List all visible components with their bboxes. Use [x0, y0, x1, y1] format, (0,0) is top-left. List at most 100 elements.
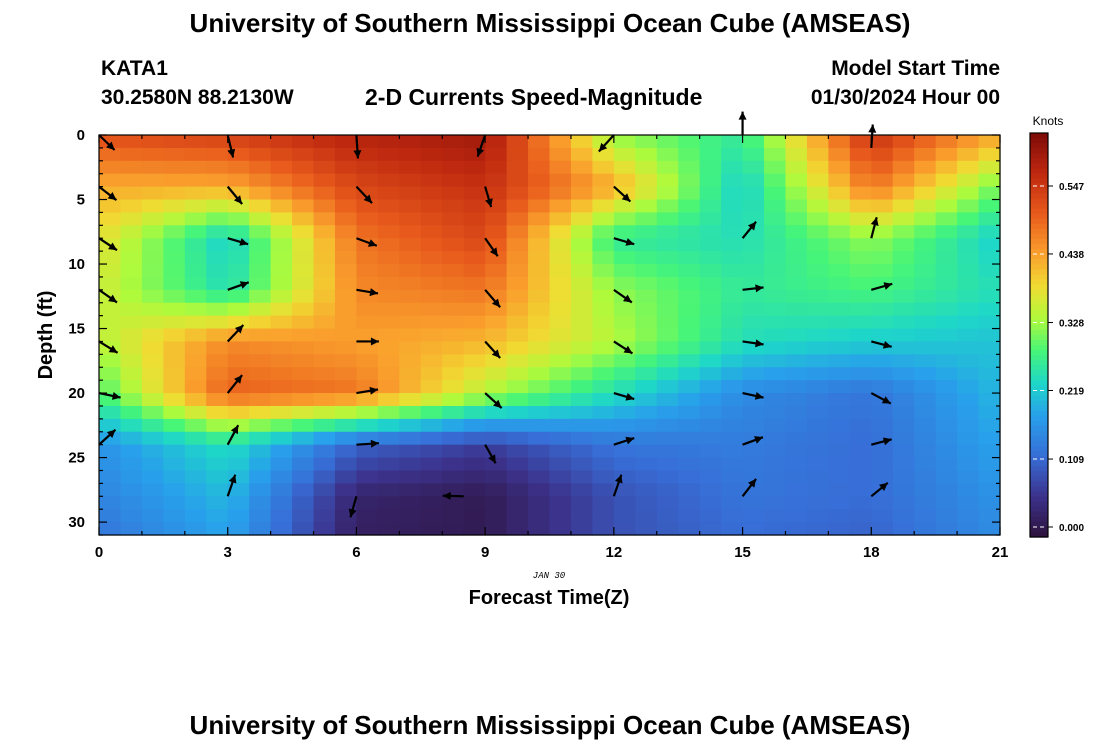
colorbar-cell	[1030, 193, 1048, 200]
heat-cell	[99, 509, 122, 523]
heat-cell	[528, 367, 551, 381]
heat-cell	[270, 457, 293, 472]
colorbar-cell	[1030, 183, 1048, 190]
heat-cell	[485, 238, 508, 252]
heat-cell	[270, 238, 293, 252]
heat-cell	[828, 483, 851, 497]
heat-cell	[849, 173, 872, 188]
heat-cell	[141, 418, 164, 433]
x-tick-label: 6	[352, 544, 360, 561]
current-arrow	[98, 428, 117, 446]
heat-cell	[377, 431, 400, 446]
heat-cell	[635, 147, 658, 162]
heat-cell	[656, 457, 679, 472]
heat-cell	[721, 264, 744, 278]
heat-cell	[206, 225, 229, 239]
heat-cell	[463, 315, 486, 330]
heat-cell	[420, 444, 443, 459]
heat-cell	[249, 457, 272, 472]
heat-cell	[399, 302, 422, 317]
heat-cell	[292, 431, 315, 446]
heat-cell	[957, 302, 980, 317]
arrow-head	[233, 375, 243, 384]
heat-cell	[849, 393, 872, 407]
heat-cell	[613, 457, 636, 472]
arrow-head	[106, 429, 116, 439]
heat-cell	[420, 354, 443, 368]
heat-cell	[892, 186, 915, 201]
heat-cell	[678, 405, 701, 420]
colorbar-cell	[1030, 304, 1048, 311]
heat-cell	[635, 509, 658, 523]
colorbar-cell	[1030, 521, 1048, 528]
heat-cell	[935, 418, 958, 433]
heat-cell	[721, 238, 744, 252]
heat-cell	[120, 186, 143, 201]
heat-cell	[570, 470, 593, 484]
heat-cell	[849, 354, 872, 368]
heat-cell	[871, 483, 894, 497]
heat-cell	[613, 380, 636, 394]
heat-cell	[206, 212, 229, 226]
heat-cell	[249, 238, 272, 252]
heat-cell	[828, 457, 851, 472]
heat-cell	[635, 341, 658, 355]
heat-cell	[806, 367, 829, 381]
heat-cell	[99, 444, 122, 459]
heat-cell	[699, 431, 722, 446]
heat-cell	[313, 509, 336, 523]
heat-cell	[442, 147, 465, 162]
heat-cell	[463, 418, 486, 433]
heat-cell	[292, 483, 315, 497]
heat-cell	[334, 251, 358, 265]
heat-cell	[334, 393, 358, 407]
heat-cell	[485, 418, 508, 433]
heat-cell	[485, 186, 508, 201]
heat-cell	[206, 367, 229, 381]
heat-cell	[592, 276, 615, 291]
heat-cell	[141, 483, 164, 497]
heat-cell	[463, 276, 486, 291]
heat-cell	[549, 173, 572, 188]
heat-cell	[313, 496, 336, 510]
colorbar-cell	[1030, 501, 1048, 508]
heat-cell	[356, 367, 379, 381]
heat-cell	[99, 173, 122, 188]
heat-cell	[785, 173, 808, 188]
heat-cell	[892, 470, 915, 484]
arrow-head	[353, 150, 362, 159]
colorbar-cell	[1030, 511, 1048, 518]
current-vectors	[98, 111, 893, 518]
heat-cell	[892, 483, 915, 497]
heat-cell	[485, 393, 508, 407]
heat-cell	[528, 418, 551, 433]
heat-cell	[313, 289, 336, 304]
heat-cell	[764, 341, 787, 355]
heat-cell	[485, 509, 508, 523]
heat-cell	[356, 186, 379, 201]
heat-cell	[506, 367, 529, 381]
heat-cell	[227, 354, 250, 368]
heat-cell	[935, 238, 958, 252]
heat-cell	[978, 380, 1001, 394]
colorbar-cell	[1030, 244, 1048, 250]
heat-cell	[292, 522, 315, 536]
heat-cell	[141, 212, 164, 226]
colorbar-cell	[1030, 355, 1048, 361]
heat-cell	[377, 418, 400, 433]
heat-cell	[399, 393, 422, 407]
heat-cell	[163, 289, 186, 304]
colorbar-cell	[1030, 143, 1048, 149]
heat-cell	[463, 354, 486, 368]
heat-cell	[678, 341, 701, 355]
arrow-head	[754, 391, 764, 400]
heat-cell	[420, 147, 443, 162]
heat-cell	[613, 135, 636, 149]
heat-cell	[270, 341, 293, 355]
colorbar-cell	[1030, 178, 1048, 185]
heat-cell	[570, 341, 593, 355]
heat-cell	[721, 251, 744, 265]
heat-cell	[806, 315, 829, 330]
heat-cell	[806, 341, 829, 355]
heat-cell	[656, 496, 679, 510]
